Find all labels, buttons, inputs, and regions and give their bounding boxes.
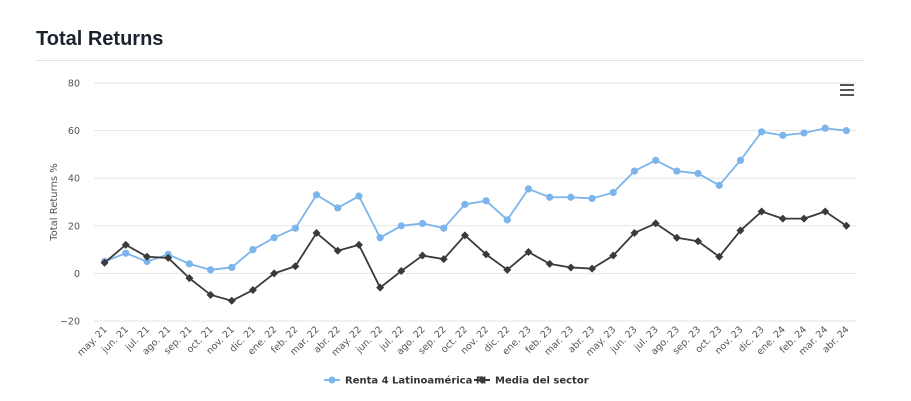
data-point[interactable] [630,228,639,237]
data-point[interactable] [418,219,427,228]
series-line [104,210,847,302]
data-point[interactable] [100,258,109,267]
y-axis-label: Total Returns % [49,163,60,242]
data-point[interactable] [651,219,660,228]
data-point[interactable] [800,129,808,137]
data-point[interactable] [588,264,597,273]
y-tick-label: 40 [68,174,80,185]
data-point[interactable] [333,246,342,255]
data-point[interactable] [270,234,278,242]
series-1 [100,124,851,274]
title-divider [36,60,864,61]
data-point[interactable] [418,251,427,260]
data-point[interactable] [778,214,787,223]
page-title: Total Returns [36,28,164,50]
data-point[interactable] [652,156,660,164]
data-point[interactable] [524,247,533,256]
data-point[interactable] [503,265,512,274]
data-point[interactable] [291,262,300,271]
data-point[interactable] [482,197,490,205]
data-point[interactable] [503,216,511,224]
data-point[interactable] [206,266,215,274]
data-point[interactable] [546,193,554,201]
data-point[interactable] [397,267,406,276]
data-point[interactable] [439,255,448,264]
y-tick-label: 20 [68,221,80,232]
legend: Renta 4 Latinoamérica FI Media del sector [324,375,589,387]
data-point[interactable] [355,192,363,200]
legend-marker [478,376,486,384]
data-point[interactable] [821,207,830,216]
data-point[interactable] [185,274,194,283]
data-point[interactable] [460,231,469,240]
data-point[interactable] [482,250,491,259]
legend-marker [328,376,336,384]
data-point[interactable] [609,188,617,197]
data-point[interactable] [122,249,130,257]
series-layer [100,124,851,305]
legend-item-1[interactable]: Renta 4 Latinoamérica FI [324,375,486,387]
y-tick-label: 80 [68,79,80,90]
data-point[interactable] [185,260,193,268]
data-point[interactable] [545,259,554,268]
data-point[interactable] [736,226,745,235]
data-point[interactable] [354,240,363,249]
data-point[interactable] [842,127,851,135]
series-2 [100,207,851,305]
data-point[interactable] [334,204,342,212]
data-point[interactable] [227,296,236,305]
data-point[interactable] [440,224,448,232]
y-axis-ticks: −20 0 20 40 60 80 [60,79,80,328]
data-point[interactable] [694,237,703,246]
data-point[interactable] [694,169,702,178]
data-point[interactable] [715,252,724,261]
data-point[interactable] [228,263,236,272]
data-point[interactable] [376,283,385,292]
data-point[interactable] [206,290,215,299]
chart-menu-button[interactable] [838,84,858,100]
data-point[interactable] [143,257,151,266]
data-point[interactable] [567,193,575,201]
data-point[interactable] [736,156,745,164]
y-tick-label: 0 [74,269,80,280]
data-point[interactable] [270,269,279,278]
data-point[interactable] [673,167,681,175]
data-point[interactable] [461,200,469,208]
legend-label: Renta 4 Latinoamérica FI [345,375,486,387]
series-line [104,127,847,271]
data-point[interactable] [397,222,405,230]
data-point[interactable] [842,221,851,230]
data-point[interactable] [376,234,384,242]
data-point[interactable] [312,191,321,199]
legend-item-2[interactable]: Media del sector [474,376,589,387]
data-point[interactable] [248,286,257,295]
data-point[interactable] [249,246,257,254]
grid-lines [94,82,857,322]
data-point[interactable] [758,128,766,136]
data-point[interactable] [630,167,639,175]
data-point[interactable] [142,252,151,261]
hamburger-menu-icon [840,84,854,86]
data-point[interactable] [524,185,533,193]
legend-label: Media del sector [495,376,589,387]
data-point[interactable] [715,181,723,189]
data-point[interactable] [312,228,321,237]
y-tick-label: −20 [60,317,80,328]
data-point[interactable] [757,207,766,216]
data-point[interactable] [821,124,829,132]
data-point[interactable] [800,214,809,223]
data-point[interactable] [291,224,299,232]
data-point[interactable] [672,233,681,242]
data-point[interactable] [121,240,130,249]
data-point[interactable] [164,253,173,262]
data-point[interactable] [779,131,787,139]
y-tick-label: 60 [68,126,80,137]
data-point[interactable] [566,263,575,272]
data-point[interactable] [609,251,618,260]
data-point[interactable] [588,194,596,203]
